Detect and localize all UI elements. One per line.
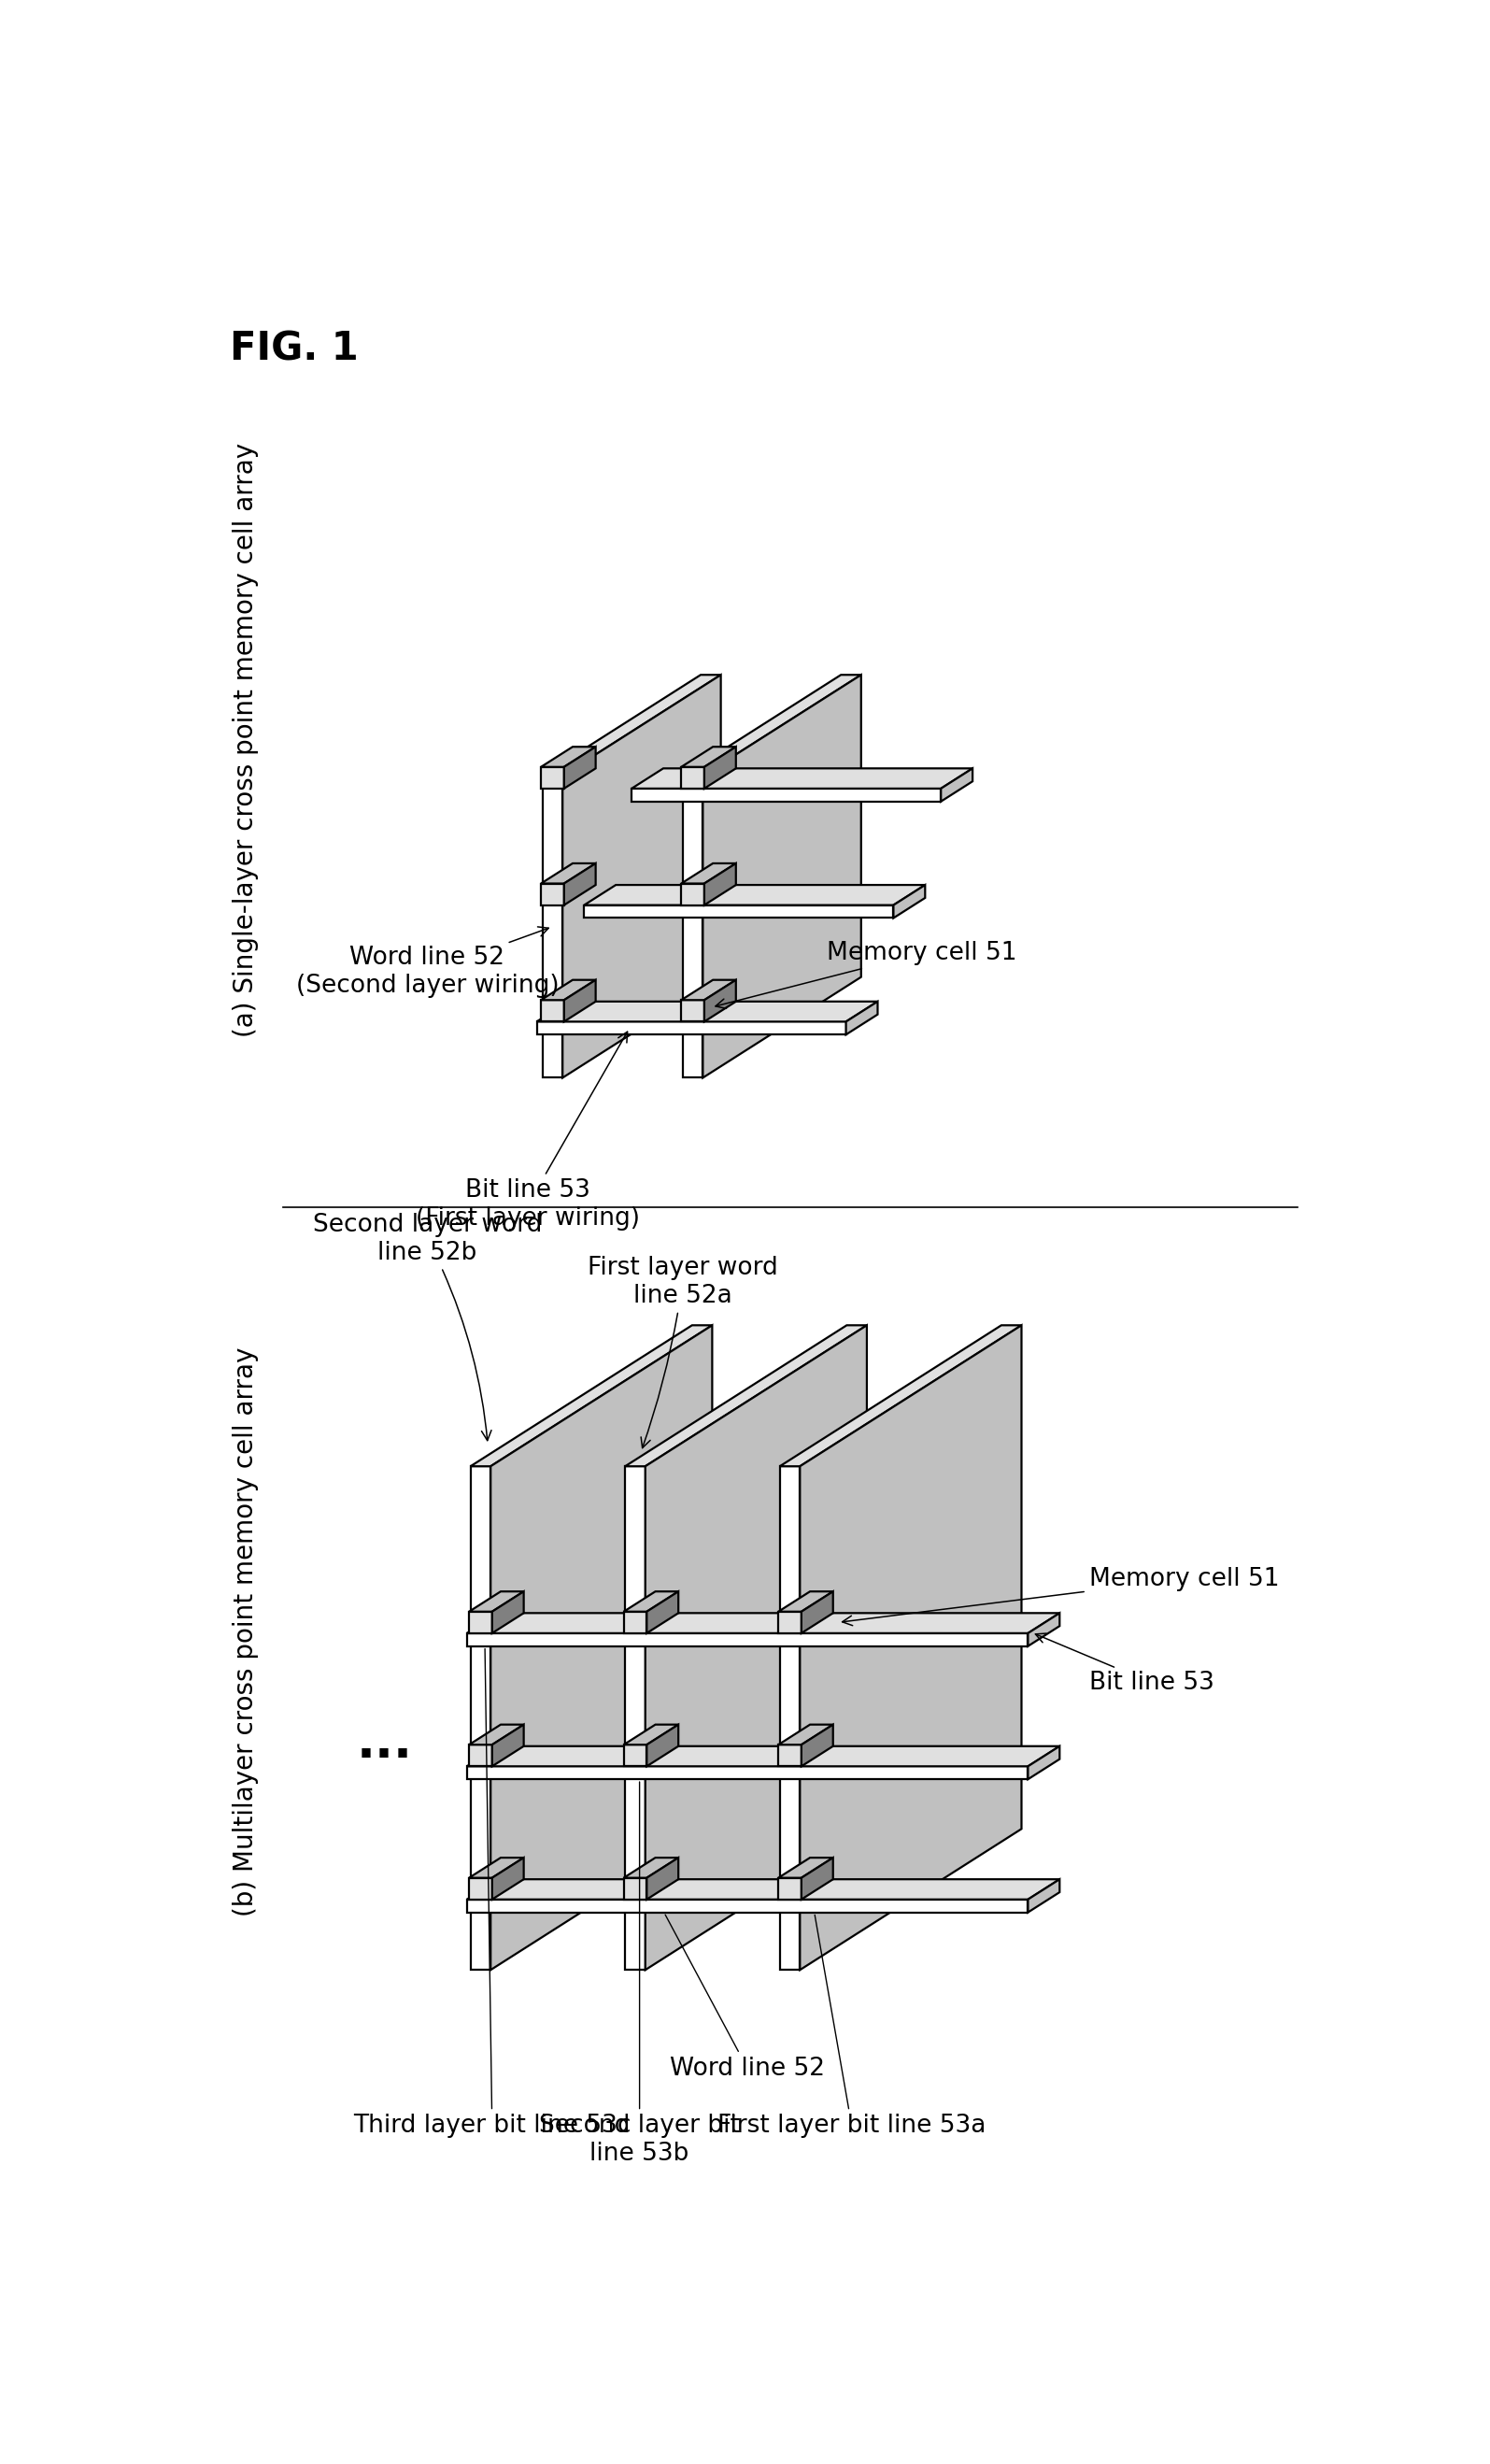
Polygon shape <box>565 981 596 1023</box>
Polygon shape <box>466 1614 1059 1634</box>
Text: (a) Single-layer cross point memory cell array: (a) Single-layer cross point memory cell… <box>232 444 259 1037</box>
Text: Word line 52
(Second layer wiring): Word line 52 (Second layer wiring) <box>297 926 559 998</box>
Polygon shape <box>466 1747 1059 1767</box>
Text: Third layer bit line 53c: Third layer bit line 53c <box>353 1648 632 2139</box>
Polygon shape <box>778 1745 802 1767</box>
Polygon shape <box>647 1858 678 1900</box>
Polygon shape <box>492 1725 524 1767</box>
Polygon shape <box>1028 1880 1059 1912</box>
Polygon shape <box>542 776 563 1077</box>
Polygon shape <box>802 1858 833 1900</box>
Polygon shape <box>682 776 703 1077</box>
Text: Second layer word
line 52b: Second layer word line 52b <box>313 1212 542 1441</box>
Polygon shape <box>541 766 565 788</box>
Polygon shape <box>471 1326 712 1466</box>
Polygon shape <box>632 769 973 788</box>
Polygon shape <box>624 1858 678 1878</box>
Polygon shape <box>681 885 705 904</box>
Polygon shape <box>624 1592 678 1611</box>
Polygon shape <box>541 747 596 766</box>
Text: Memory cell 51: Memory cell 51 <box>715 941 1016 1008</box>
Polygon shape <box>471 1466 490 1969</box>
Polygon shape <box>626 1326 867 1466</box>
Polygon shape <box>681 981 736 1000</box>
Polygon shape <box>541 981 596 1000</box>
Polygon shape <box>802 1725 833 1767</box>
Polygon shape <box>645 1326 867 1969</box>
Polygon shape <box>584 885 925 904</box>
Polygon shape <box>469 1878 492 1900</box>
Polygon shape <box>1028 1614 1059 1646</box>
Polygon shape <box>626 1466 645 1969</box>
Polygon shape <box>647 1592 678 1634</box>
Polygon shape <box>466 1900 1028 1912</box>
Polygon shape <box>778 1858 833 1878</box>
Polygon shape <box>536 1000 878 1023</box>
Polygon shape <box>800 1326 1022 1969</box>
Text: Bit line 53
(First layer wiring): Bit line 53 (First layer wiring) <box>416 1032 641 1232</box>
Polygon shape <box>894 885 925 919</box>
Polygon shape <box>705 862 736 904</box>
Polygon shape <box>632 788 942 801</box>
Text: Memory cell 51: Memory cell 51 <box>842 1567 1280 1626</box>
Polygon shape <box>469 1745 492 1767</box>
Polygon shape <box>705 981 736 1023</box>
Polygon shape <box>469 1611 492 1634</box>
Polygon shape <box>563 675 721 1077</box>
Polygon shape <box>681 747 736 766</box>
Polygon shape <box>542 675 721 776</box>
Polygon shape <box>681 862 736 885</box>
Polygon shape <box>778 1725 833 1745</box>
Text: First layer bit line 53a: First layer bit line 53a <box>718 1915 986 2139</box>
Polygon shape <box>703 675 861 1077</box>
Polygon shape <box>466 1767 1028 1779</box>
Polygon shape <box>541 862 596 885</box>
Polygon shape <box>705 747 736 788</box>
Polygon shape <box>624 1725 678 1745</box>
Polygon shape <box>846 1000 878 1035</box>
Polygon shape <box>1028 1747 1059 1779</box>
Polygon shape <box>778 1611 802 1634</box>
Polygon shape <box>469 1725 524 1745</box>
Text: First layer word
line 52a: First layer word line 52a <box>587 1257 778 1449</box>
Polygon shape <box>681 1000 705 1023</box>
Polygon shape <box>490 1326 712 1969</box>
Polygon shape <box>802 1592 833 1634</box>
Polygon shape <box>469 1592 524 1611</box>
Polygon shape <box>624 1611 647 1634</box>
Polygon shape <box>624 1878 647 1900</box>
Polygon shape <box>565 862 596 904</box>
Polygon shape <box>647 1725 678 1767</box>
Polygon shape <box>541 885 565 904</box>
Polygon shape <box>466 1880 1059 1900</box>
Polygon shape <box>681 766 705 788</box>
Polygon shape <box>584 904 894 919</box>
Polygon shape <box>492 1858 524 1900</box>
Polygon shape <box>469 1858 524 1878</box>
Polygon shape <box>942 769 973 801</box>
Polygon shape <box>565 747 596 788</box>
Text: FIG. 1: FIG. 1 <box>229 330 358 370</box>
Text: Bit line 53: Bit line 53 <box>1036 1634 1214 1695</box>
Text: (b) Multilayer cross point memory cell array: (b) Multilayer cross point memory cell a… <box>232 1348 259 1917</box>
Polygon shape <box>466 1634 1028 1646</box>
Polygon shape <box>779 1466 800 1969</box>
Polygon shape <box>779 1326 1022 1466</box>
Polygon shape <box>624 1745 647 1767</box>
Text: ...: ... <box>356 1720 413 1767</box>
Text: Word line 52: Word line 52 <box>665 1915 825 2080</box>
Polygon shape <box>536 1023 846 1035</box>
Polygon shape <box>778 1592 833 1611</box>
Polygon shape <box>778 1878 802 1900</box>
Polygon shape <box>541 1000 565 1023</box>
Polygon shape <box>682 675 861 776</box>
Polygon shape <box>492 1592 524 1634</box>
Text: Second layer bit
line 53b: Second layer bit line 53b <box>539 1781 741 2166</box>
